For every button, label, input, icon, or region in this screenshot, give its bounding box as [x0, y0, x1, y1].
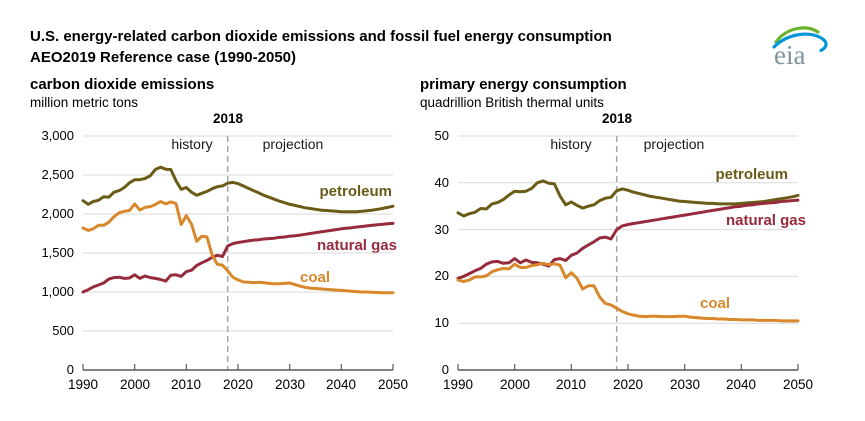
eia-logo-green-swoosh-icon: [774, 26, 820, 44]
figure-title-line1: U.S. energy-related carbon dioxide emiss…: [30, 28, 612, 45]
natural-gas-line: [81, 221, 395, 294]
left-chart-subtitle: carbon dioxide emissions: [30, 76, 215, 93]
right-divider-year-label: 2018: [601, 111, 633, 126]
petroleum-line: [456, 179, 800, 218]
natural-gas-line: [456, 198, 800, 280]
left-chart-units: million metric tons: [30, 95, 139, 110]
figure-title: U.S. energy-related carbon dioxide emiss…: [30, 26, 612, 68]
left-projection-label: projection: [262, 136, 324, 152]
coal-line: [456, 261, 800, 323]
right-coal-series-label: coal: [700, 295, 731, 312]
eia-logo: eia: [772, 26, 828, 69]
eia-logo-blue-swoosh-icon: [772, 32, 828, 53]
left-coal-series-label: coal: [300, 269, 331, 286]
right-chart-subtitle: primary energy consumption: [420, 76, 627, 93]
left-natural-gas-series-label: natural gas: [316, 237, 397, 254]
right-projection-label: projection: [643, 136, 705, 152]
left-divider-year-label: 2018: [212, 111, 244, 126]
eia-logo-text: eia: [774, 40, 805, 69]
right-chart-units: quadrillion British thermal units: [420, 95, 604, 110]
coal-line: [81, 200, 395, 295]
right-natural-gas-series-label: natural gas: [725, 212, 806, 229]
left-petroleum-series-label: petroleum: [319, 183, 392, 200]
right-history-label: history: [550, 136, 592, 152]
left-history-label: history: [171, 136, 213, 152]
right-petroleum-series-label: petroleum: [715, 166, 788, 183]
figure-title-line2: AEO2019 Reference case (1990-2050): [30, 49, 297, 66]
petroleum-line: [81, 165, 395, 214]
